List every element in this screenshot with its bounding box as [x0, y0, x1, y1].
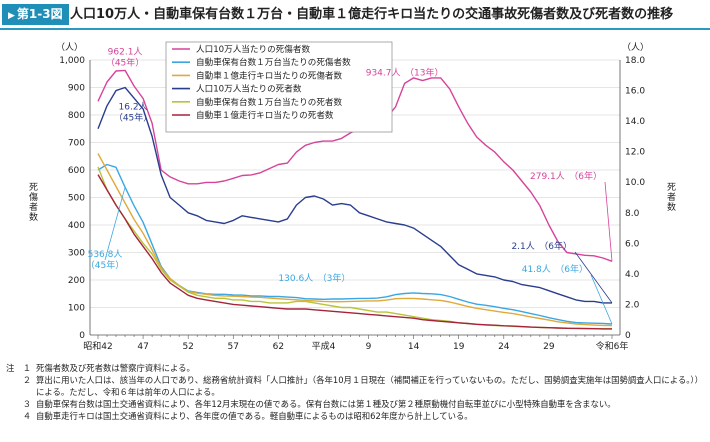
- left-tick-label: 400: [68, 221, 85, 231]
- legend-label: 自動車保有台数１万台当たりの死者数: [196, 96, 343, 108]
- annotation-label: 130.6人 （3年）: [278, 272, 350, 284]
- annotation-label-sub: （45年）: [86, 259, 124, 271]
- note-text: 自動車保有台数は国土交通省資料により、各年12月末現在の値である。保有台数には第…: [36, 399, 616, 409]
- left-tick-label: 1,000: [59, 56, 85, 66]
- annotation-label: 279.1人 （6年）: [530, 170, 602, 182]
- annotation-label: 934.7人 （13年）: [366, 66, 444, 78]
- x-tick-label: 62: [273, 342, 284, 352]
- left-tick-label: 600: [68, 166, 85, 176]
- right-axis-label: 死者数: [665, 182, 676, 212]
- x-tick-label: 令和6年: [596, 340, 629, 352]
- annotation-leader: [574, 251, 613, 304]
- right-tick-label: 14.0: [625, 117, 645, 127]
- left-tick-label: 700: [68, 139, 85, 149]
- note-mark: ２: [6, 375, 32, 385]
- note-3: ３ 自動車保有台数は国土交通省資料により、各年12月末現在の値である。保有台数に…: [6, 398, 706, 410]
- left-axis-unit: （人）: [56, 42, 83, 53]
- right-tick-label: 8.0: [625, 209, 640, 219]
- annotation-label: 16.2人: [119, 102, 148, 113]
- left-tick-label: 0: [79, 331, 85, 341]
- x-tick-label: 52: [182, 342, 193, 352]
- note-4: ４ 自動車走行キロは国土交通省資料により、各年度の値である。軽自動車によるものは…: [6, 410, 706, 422]
- note-mark: ３: [6, 399, 32, 409]
- left-tick-label: 800: [68, 111, 85, 121]
- annotation-leader: [604, 181, 613, 262]
- legend-label: 自動車１億走行キロ当たりの死傷者数: [196, 69, 343, 81]
- line-chart: 0 100 200 300 400 500 600 700 800 900 1,000 0 2.0 4.0…: [27, 41, 676, 352]
- x-tick-label: 9: [366, 342, 372, 352]
- x-tick-label: 19: [453, 342, 465, 352]
- note-mark: ４: [6, 411, 32, 421]
- x-tick-label: 24: [498, 342, 510, 352]
- right-tick-label: 2.0: [625, 300, 640, 310]
- annotation-label: 536.8人: [88, 249, 123, 260]
- note-text: 自動車走行キロは国土交通省資料により、各年度の値である。軽自動車によるものは昭和…: [36, 411, 473, 421]
- series-line-6: [97, 174, 612, 330]
- left-tick-label: 300: [68, 249, 85, 259]
- left-axis-label: 死傷者数: [27, 182, 38, 222]
- right-tick-label: 4.0: [625, 270, 640, 280]
- left-tick-label: 900: [68, 84, 85, 94]
- left-tick-label: 200: [68, 276, 85, 286]
- annotation-label-sub: （45年）: [106, 56, 144, 68]
- x-tick-label: 29: [543, 342, 555, 352]
- annotation-label: 2.1人 （6年）: [511, 240, 572, 252]
- legend-label: 人口10万人当たりの死者数: [196, 83, 302, 95]
- x-tick-label: 57: [228, 342, 239, 352]
- annotation-label-sub: （45年）: [114, 112, 152, 124]
- series-line-4: [97, 86, 612, 304]
- note-text: 死傷者数及び死者数は警察庁資料による。: [36, 363, 195, 373]
- right-tick-label: 6.0: [625, 239, 640, 249]
- notes: 注 １ 死傷者数及び死者数は警察庁資料による。 ２ 算出に用いた人口は、該当年の…: [6, 362, 706, 422]
- annotation-leader: [590, 274, 613, 325]
- legend-label: 自動車保有台数１万台当たりの死傷者数: [196, 56, 351, 68]
- figure-label: 第1-3図: [2, 4, 69, 25]
- annotation-leader: [104, 187, 126, 261]
- x-tick-label: 14: [408, 342, 420, 352]
- right-tick-label: 0: [625, 331, 631, 341]
- right-tick-label: 12.0: [625, 148, 645, 158]
- note-mark: 注 １: [6, 363, 32, 373]
- figure-header: 第1-3図 人口10万人・自動車保有台数１万台・自動車１億走行キロ当たりの交通事…: [0, 0, 710, 30]
- right-axis-unit: （人）: [622, 42, 649, 53]
- note-1: 注 １ 死傷者数及び死者数は警察庁資料による。: [6, 362, 706, 374]
- right-tick-label: 18.0: [625, 56, 645, 66]
- x-tick-label: 昭和42: [83, 341, 112, 352]
- note-2: ２ 算出に用いた人口は、該当年の人口であり、総務省統計資料「人口推計」（各年10…: [6, 374, 706, 398]
- figure-title: 人口10万人・自動車保有台数１万台・自動車１億走行キロ当たりの交通事故死傷者数及…: [70, 7, 674, 22]
- right-tick-label: 16.0: [625, 87, 645, 97]
- right-tick-label: 10.0: [625, 178, 645, 188]
- note-text: 算出に用いた人口は、該当年の人口であり、総務省統計資料「人口推計」（各年10月１…: [36, 375, 703, 397]
- annotation-label: 41.8人 （6年）: [522, 263, 588, 275]
- x-tick-label: 平成4: [312, 340, 336, 352]
- annotation-label: 962.1人: [108, 46, 143, 57]
- legend-label: 自動車１億走行キロ当たりの死者数: [196, 109, 334, 121]
- legend-label: 人口10万人当たりの死傷者数: [196, 43, 310, 55]
- x-tick-label: 47: [137, 342, 148, 352]
- legend-box: [165, 41, 393, 133]
- left-tick-label: 500: [68, 194, 85, 204]
- left-tick-label: 100: [68, 304, 85, 314]
